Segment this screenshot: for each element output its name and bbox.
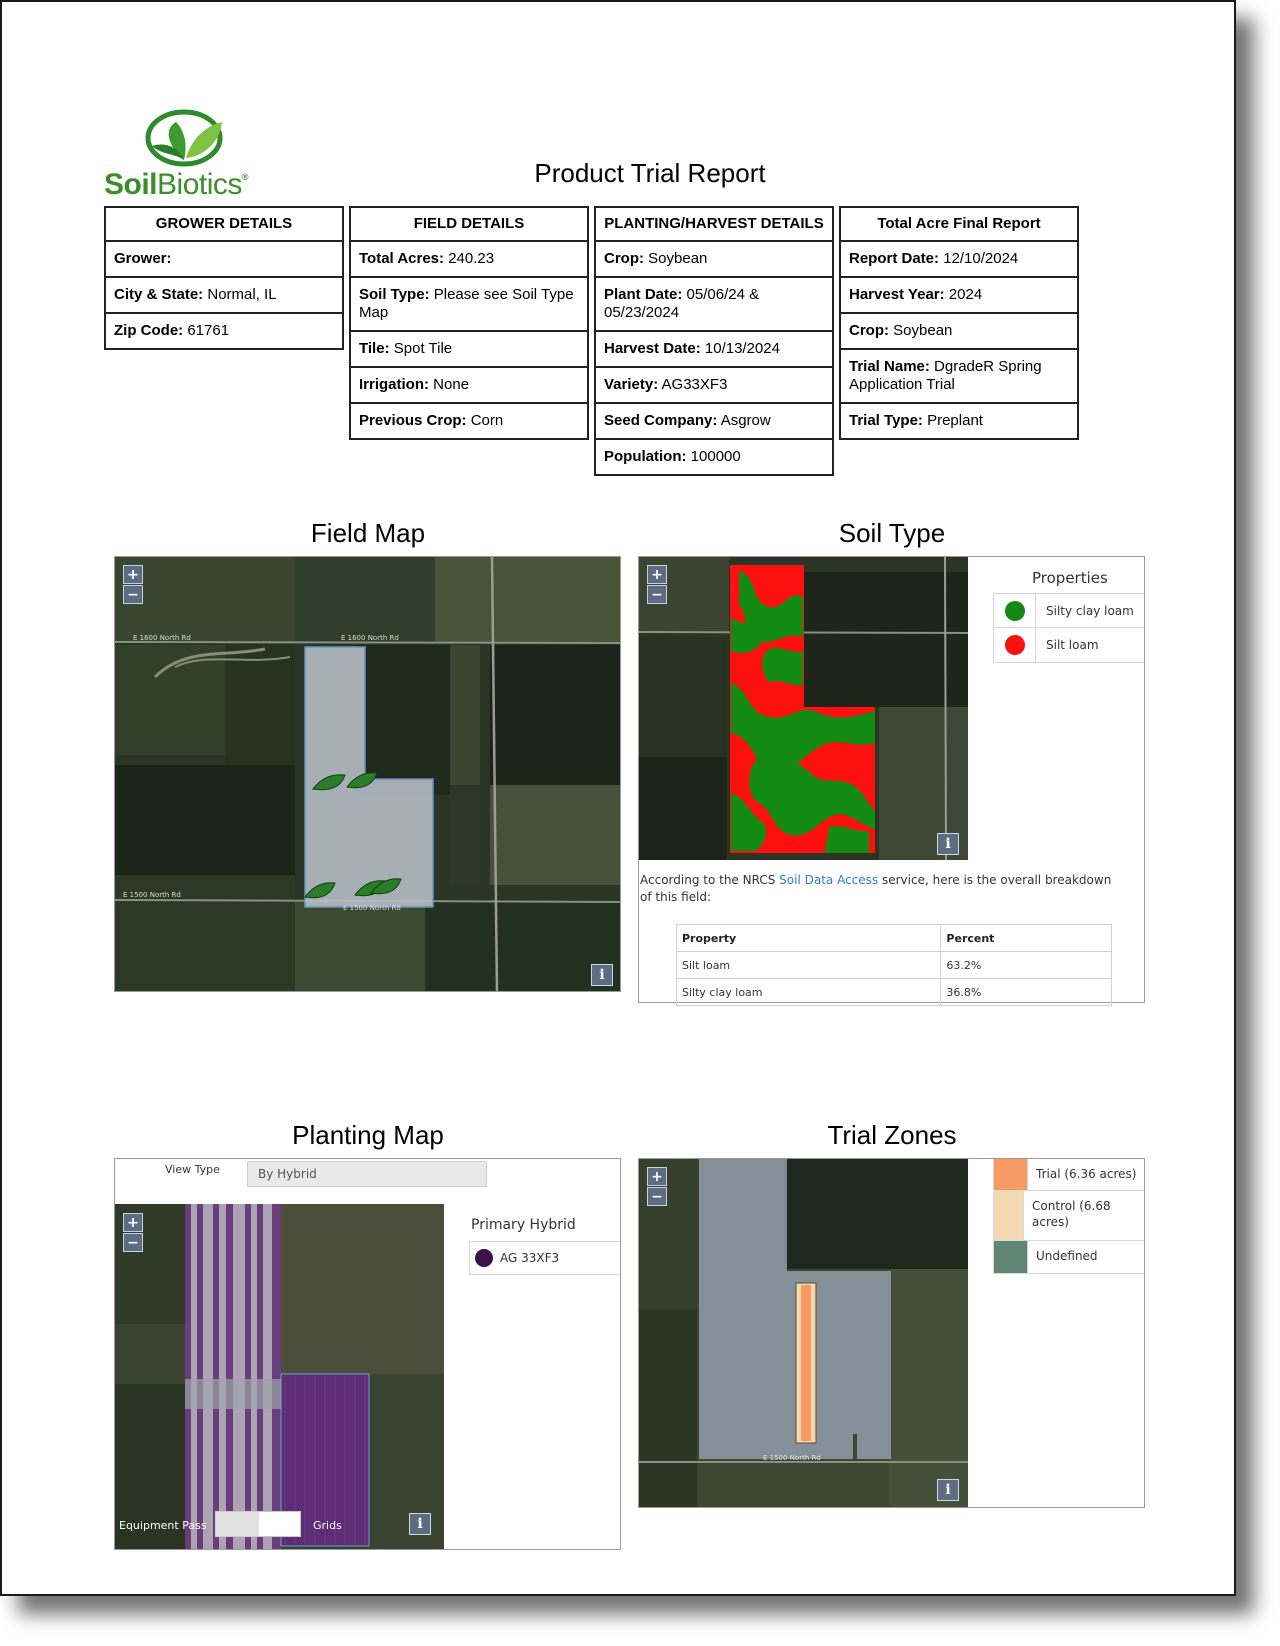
final-report-table: Total Acre Final Report Report Date: 12/… xyxy=(839,206,1079,440)
zoom-out-button[interactable]: − xyxy=(647,1187,667,1206)
planting-harvest-table: PLANTING/HARVEST DETAILS Crop: Soybean P… xyxy=(594,206,834,476)
soil-breakdown-note: According to the NRCS Soil Data Access s… xyxy=(640,873,1112,904)
zoom-controls: + − xyxy=(647,1167,667,1207)
legend-item: Control (6.68 acres) xyxy=(994,1191,1144,1241)
table-header: Total Acre Final Report xyxy=(841,208,1077,242)
table-row: Total Acres: 240.23 xyxy=(351,242,587,278)
zoom-controls: + − xyxy=(123,1213,143,1253)
table-row: Population: 100000 xyxy=(596,440,832,476)
silt-loam-swatch xyxy=(1004,635,1025,655)
view-type-label: View Type xyxy=(165,1163,220,1176)
zoom-in-button[interactable]: + xyxy=(647,1167,667,1186)
info-button[interactable]: i xyxy=(937,1479,959,1501)
hybrid-legend: AG 33XF3 xyxy=(469,1241,620,1275)
grids-label: Grids xyxy=(313,1519,342,1532)
table-row: Report Date: 12/10/2024 xyxy=(841,242,1077,278)
trial-swatch xyxy=(994,1159,1028,1190)
field-map-satellite[interactable]: E 1600 North Rd E 1600 North Rd E 1500 N… xyxy=(115,557,621,992)
table-row: Harvest Year: 2024 xyxy=(841,278,1077,314)
zoom-in-button[interactable]: + xyxy=(647,565,667,584)
soil-type-title: Soil Type xyxy=(838,518,946,548)
table-header: PLANTING/HARVEST DETAILS xyxy=(596,208,832,242)
planting-map-panel: View Type By Hybrid + − Equipment Pass xyxy=(114,1158,621,1550)
svg-text:E 1500 North Rd: E 1500 North Rd xyxy=(343,904,401,912)
table-row: Trial Type: Preplant xyxy=(841,404,1077,440)
grower-details-table: GROWER DETAILS Grower: City & State: Nor… xyxy=(104,206,344,350)
table-header-row: Property Percent xyxy=(675,924,1112,952)
hybrid-legend-title: Primary Hybrid xyxy=(471,1217,576,1233)
table-row: Tile: Spot Tile xyxy=(351,332,587,368)
silty-clay-loam-swatch xyxy=(1004,600,1025,621)
table-row: Plant Date: 05/06/24 & 05/23/2024 xyxy=(596,278,832,332)
info-button[interactable]: i xyxy=(409,1513,431,1535)
zoom-out-button[interactable]: − xyxy=(647,585,667,604)
soil-breakdown-table: Property Percent Silt loam 63.2% Silty c… xyxy=(675,924,1112,1006)
table-row: Harvest Date: 10/13/2024 xyxy=(596,332,832,368)
table-row: Crop: Soybean xyxy=(841,314,1077,350)
field-map-panel: E 1600 North Rd E 1600 North Rd E 1500 N… xyxy=(114,556,621,992)
soil-data-access-link[interactable]: Soil Data Access xyxy=(779,873,879,887)
control-swatch xyxy=(994,1191,1025,1240)
legend-item: AG 33XF3 xyxy=(470,1242,620,1274)
legend-item: Undefined xyxy=(994,1241,1144,1273)
page-title: Product Trial Report xyxy=(534,158,766,188)
equipment-grids-toggle[interactable] xyxy=(215,1511,301,1537)
table-row: Irrigation: None xyxy=(351,368,587,404)
table-row: Trial Name: DgradeR Spring Application T… xyxy=(841,350,1077,404)
trial-zones-satellite[interactable]: E 1500 North Rd xyxy=(639,1159,968,1508)
info-button[interactable]: i xyxy=(591,964,613,986)
field-details-table: FIELD DETAILS Total Acres: 240.23 Soil T… xyxy=(349,206,589,440)
planting-map-satellite[interactable] xyxy=(115,1204,444,1550)
svg-text:E 1600 North Rd: E 1600 North Rd xyxy=(341,634,399,642)
trial-zones-title: Trial Zones xyxy=(827,1120,957,1150)
zoom-controls: + − xyxy=(123,565,143,605)
zoom-in-button[interactable]: + xyxy=(123,1213,143,1232)
zones-legend: Trial (6.36 acres) Control (6.68 acres) … xyxy=(993,1159,1144,1274)
table-row: Silt loam 63.2% xyxy=(675,951,1112,979)
table-row: Silty clay loam 36.8% xyxy=(675,978,1112,1006)
zoom-out-button[interactable]: − xyxy=(123,1233,143,1252)
field-map-title: Field Map xyxy=(310,518,426,548)
legend-item: Trial (6.36 acres) xyxy=(994,1159,1144,1191)
table-row: Previous Crop: Corn xyxy=(351,404,587,440)
equipment-pass-label: Equipment Pass xyxy=(119,1519,207,1532)
svg-text:E 1600 North Rd: E 1600 North Rd xyxy=(133,634,191,642)
soil-legend-title: Properties xyxy=(1032,569,1108,587)
table-header: FIELD DETAILS xyxy=(351,208,587,242)
svg-text:E 1500 North Rd: E 1500 North Rd xyxy=(763,1454,821,1462)
view-type-select[interactable]: By Hybrid xyxy=(247,1161,487,1187)
soil-legend: Silty clay loam Silt loam xyxy=(993,593,1144,663)
zoom-controls: + − xyxy=(647,565,667,605)
soilbiotics-logo: SoilBiotics® xyxy=(104,108,284,208)
info-button[interactable]: i xyxy=(937,833,959,855)
table-row: Seed Company: Asgrow xyxy=(596,404,832,440)
zoom-in-button[interactable]: + xyxy=(123,565,143,584)
legend-item: Silt loam xyxy=(994,628,1144,662)
ag33xf3-swatch xyxy=(475,1249,493,1267)
table-row: Variety: AG33XF3 xyxy=(596,368,832,404)
soil-type-satellite[interactable] xyxy=(639,557,968,860)
table-row: Soil Type: Please see Soil Type Map xyxy=(351,278,587,332)
table-row: Grower: xyxy=(106,242,342,278)
toggle-knob xyxy=(216,1512,259,1536)
table-row: Zip Code: 61761 xyxy=(106,314,342,350)
zoom-out-button[interactable]: − xyxy=(123,585,143,604)
table-row: Crop: Soybean xyxy=(596,242,832,278)
undefined-swatch xyxy=(994,1241,1028,1273)
planting-map-title: Planting Map xyxy=(292,1120,444,1150)
table-row: City & State: Normal, IL xyxy=(106,278,342,314)
svg-text:E 1500 North Rd: E 1500 North Rd xyxy=(123,891,181,899)
table-header: GROWER DETAILS xyxy=(106,208,342,242)
legend-item: Silty clay loam xyxy=(994,594,1144,628)
trial-zones-panel: E 1500 North Rd + − i Trial (6.36 acres)… xyxy=(638,1158,1145,1508)
logo-wordmark: SoilBiotics® xyxy=(104,168,249,201)
